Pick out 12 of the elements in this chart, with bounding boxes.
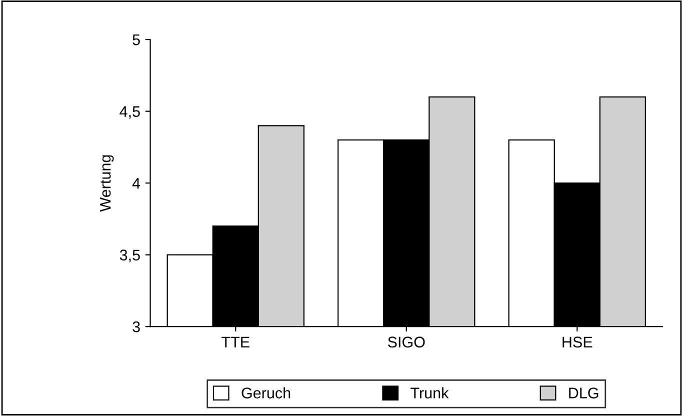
y-tick-label: 3,5: [120, 250, 140, 262]
x-tick-label: TTE: [222, 336, 250, 348]
legend-label: DLG: [569, 388, 598, 398]
y-tick-label: 3: [132, 321, 140, 332]
y-tick-label: 5: [132, 34, 140, 46]
y-tick-label: 4,5: [120, 106, 140, 119]
x-tick-label: SIGO: [388, 336, 425, 348]
y-tick-label: 4: [132, 178, 140, 189]
legend-label: Geruch: [242, 387, 290, 398]
legend-label: Trunk: [410, 387, 449, 398]
y-axis-title: Wertung: [100, 155, 114, 212]
x-tick-label: HSE: [562, 336, 592, 348]
